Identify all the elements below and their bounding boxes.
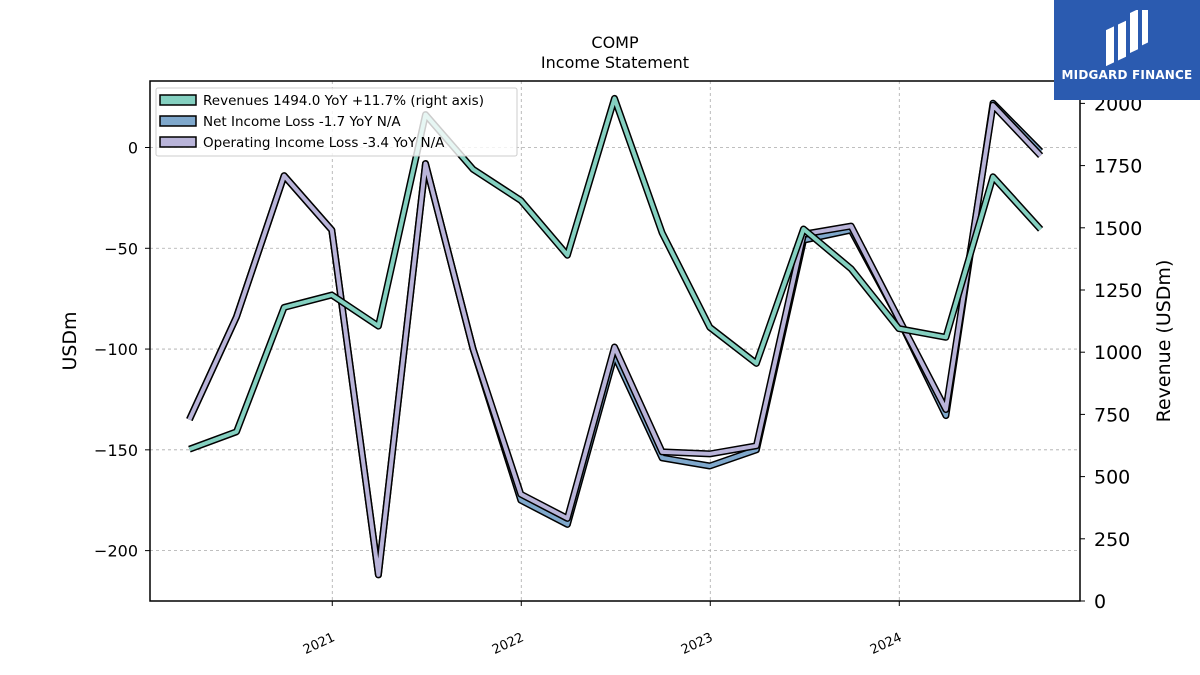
left-axis: 0 −50 −100 −150 −200 (94, 139, 150, 561)
y-tick-label-left: −200 (94, 542, 138, 561)
legend: Revenues 1494.0 YoY +11.7% (right axis) N… (155, 87, 518, 157)
x-tick-label: 2022 (490, 630, 526, 658)
legend-swatch (159, 136, 197, 148)
y-tick-label-left: −100 (94, 340, 138, 359)
y-axis-label-right: Revenue (USDm) (1153, 260, 1175, 423)
legend-swatch (159, 115, 197, 127)
legend-frame (155, 87, 518, 157)
x-axis: 2021 2022 2023 2024 (301, 601, 904, 658)
brand-logo: MIDGARD FINANCE (1054, 0, 1200, 100)
y-tick-label-right: 1500 (1094, 218, 1142, 240)
y-tick-label-right: 250 (1094, 529, 1130, 551)
x-tick-label: 2024 (868, 630, 904, 658)
y-tick-label-left: 0 (128, 139, 138, 158)
series-line (188, 96, 1043, 452)
legend-label: Revenues 1494.0 YoY +11.7% (right axis) (203, 93, 484, 109)
y-tick-label-right: 1000 (1094, 342, 1142, 364)
y-tick-label-left: −50 (104, 239, 138, 258)
series-operating-income-loss (186, 101, 1044, 579)
legend-swatch (159, 94, 197, 106)
y-tick-label-right: 0 (1094, 591, 1106, 613)
x-tick-label: 2023 (679, 630, 715, 658)
brand-mark-icon (1106, 10, 1148, 67)
y-tick-label-right: 1250 (1094, 280, 1142, 302)
grid (150, 81, 1080, 601)
y-tick-label-right: 1750 (1094, 156, 1142, 178)
series-revenues (188, 94, 1044, 453)
series-line (187, 103, 1043, 577)
legend-label: Operating Income Loss -3.4 YoY N/A (203, 135, 445, 151)
x-tick-label: 2021 (301, 630, 337, 658)
y-tick-label-right: 500 (1094, 467, 1130, 489)
y-tick-label-left: −150 (94, 441, 138, 460)
series-line-outline (186, 101, 1044, 579)
series-layer (186, 94, 1044, 579)
y-tick-label-right: 750 (1094, 404, 1130, 426)
y-axis-label-left: USDm (59, 311, 81, 370)
brand-logo-text: MIDGARD FINANCE (1061, 68, 1193, 82)
plot-area-frame (149, 80, 1081, 602)
legend-label: Net Income Loss -1.7 YoY N/A (203, 114, 401, 130)
chart-title: COMP (591, 33, 639, 52)
chart-subtitle: Income Statement (541, 53, 689, 72)
